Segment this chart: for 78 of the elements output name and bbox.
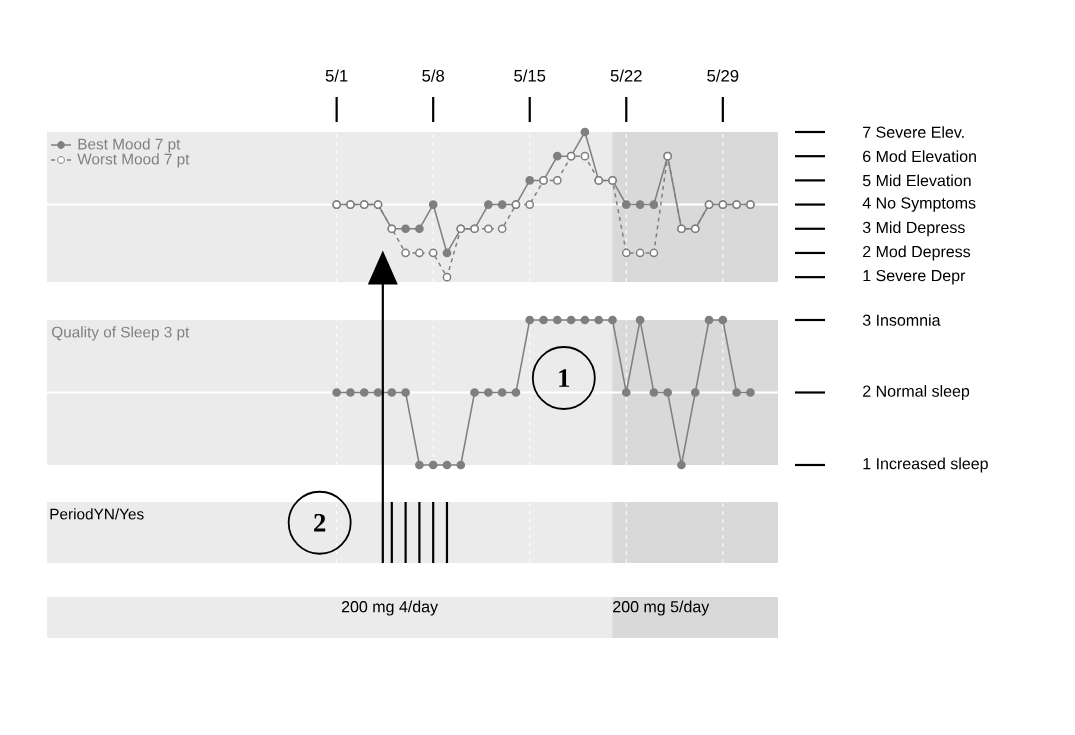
- text: Quality of Sleep 3 pt: [52, 326, 190, 341]
- point: [635, 200, 645, 209]
- point: [484, 388, 493, 397]
- point: [746, 388, 755, 397]
- y-tick-label: 1 Severe Depr: [863, 269, 966, 285]
- point: [649, 248, 659, 258]
- point: [732, 388, 741, 397]
- point: [387, 388, 397, 397]
- x-tick-label: 5/29: [707, 69, 739, 82]
- point: [428, 200, 438, 209]
- point: [484, 224, 493, 234]
- point: [539, 315, 548, 325]
- y-tick-label: 3 Insomnia: [862, 314, 941, 326]
- point: [497, 224, 507, 234]
- point: [497, 388, 507, 397]
- point: [525, 176, 535, 185]
- point: [359, 388, 369, 397]
- point: [580, 151, 590, 161]
- point: [580, 127, 590, 137]
- point: [415, 248, 424, 258]
- point: [373, 388, 383, 397]
- point: [580, 315, 590, 325]
- y-tick-label: 2 Normal sleep: [863, 385, 970, 400]
- point: [511, 388, 521, 397]
- legend-label: Worst Mood 7 pt: [77, 153, 190, 168]
- point: [677, 460, 686, 470]
- point: [415, 460, 424, 470]
- y-tick-label: 5 Mid Elevation: [862, 174, 971, 187]
- point: [594, 315, 604, 325]
- point: [470, 388, 479, 397]
- point: [566, 315, 576, 325]
- point: [663, 388, 673, 397]
- point: [346, 388, 355, 397]
- y-tick-label: 1 Increased sleep: [863, 457, 988, 473]
- y-tick-label: 6 Mod Elevation: [863, 150, 976, 163]
- point: [552, 315, 562, 325]
- point: [401, 248, 410, 258]
- x-tick-label: 5/1: [325, 69, 348, 82]
- point: [552, 176, 562, 185]
- point: [690, 388, 700, 397]
- point: [608, 315, 617, 325]
- point: [552, 151, 562, 161]
- point: [525, 315, 535, 325]
- point: [415, 224, 424, 234]
- point: [401, 224, 410, 234]
- y-tick-label: 3 Mid Depress: [862, 221, 965, 237]
- x-tick-label: 5/8: [422, 69, 445, 82]
- point: [484, 200, 493, 209]
- y-tick-label: 2 Mod Depress: [863, 245, 971, 261]
- point: [718, 315, 728, 325]
- point: [621, 388, 631, 397]
- point: [428, 248, 438, 258]
- annotation: 2: [314, 513, 326, 532]
- point: [525, 200, 535, 209]
- y-tick-label: 7 Severe Elev.: [863, 126, 964, 138]
- point: [635, 248, 645, 258]
- point: [442, 460, 452, 470]
- point: [442, 248, 452, 258]
- text: 200 mg 4/day: [341, 600, 439, 616]
- y-tick-label: 4 No Symptoms: [862, 197, 976, 212]
- chart-title: PeriodYN/Yes: [50, 508, 144, 520]
- x-tick-label: 5/22: [610, 69, 642, 82]
- legend-label: Best Mood 7 pt: [78, 138, 181, 153]
- text: 200 mg 5/day: [613, 600, 710, 616]
- point: [332, 388, 341, 397]
- x-tick-label: 5/15: [514, 69, 546, 82]
- point: [649, 388, 659, 397]
- point: [401, 388, 410, 397]
- point: [621, 200, 631, 209]
- point: [704, 315, 714, 325]
- point: [635, 315, 645, 325]
- point: [428, 460, 438, 470]
- point: [621, 248, 631, 258]
- point: [456, 460, 466, 470]
- point: [442, 272, 452, 282]
- point: [497, 200, 507, 209]
- annotation: 1: [559, 369, 570, 387]
- point: [649, 200, 659, 209]
